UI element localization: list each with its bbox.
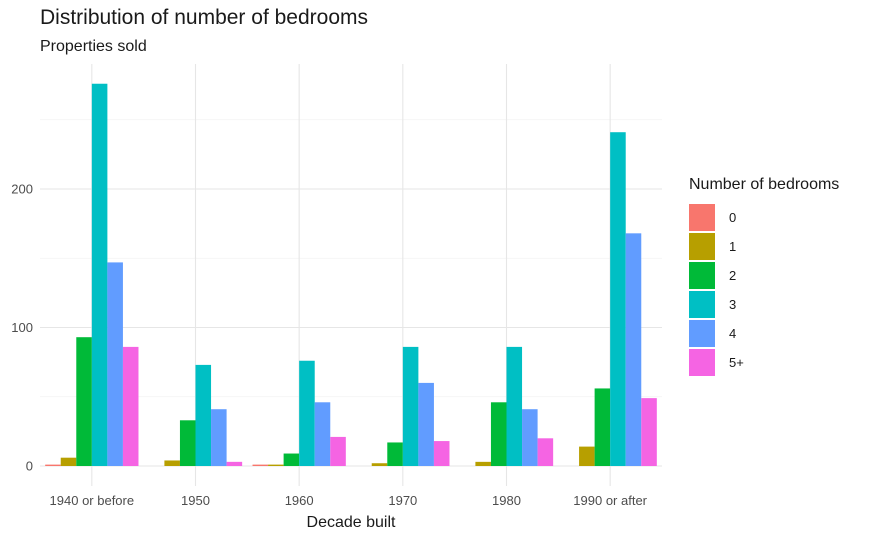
x-axis-title: Decade built bbox=[307, 514, 397, 531]
legend-key bbox=[689, 204, 715, 231]
y-tick-label: 0 bbox=[26, 459, 33, 474]
legend-item: 1 bbox=[689, 232, 839, 261]
chart-subtitle: Properties sold bbox=[40, 38, 147, 55]
bar bbox=[211, 409, 227, 466]
bar bbox=[76, 337, 92, 466]
bar bbox=[641, 398, 657, 466]
bar bbox=[107, 262, 123, 466]
legend-item: 0 bbox=[689, 203, 839, 232]
legend-item: 4 bbox=[689, 319, 839, 348]
legend-label: 4 bbox=[729, 326, 737, 341]
legend-title: Number of bedrooms bbox=[689, 176, 840, 193]
bar bbox=[268, 464, 284, 466]
legend-label: 3 bbox=[729, 297, 737, 312]
bar bbox=[371, 463, 388, 466]
bar bbox=[226, 461, 243, 466]
bar bbox=[330, 436, 346, 466]
legend-key bbox=[689, 233, 715, 260]
bar bbox=[418, 382, 434, 466]
bar bbox=[252, 464, 269, 466]
bar bbox=[179, 420, 196, 466]
bar bbox=[283, 453, 300, 466]
x-tick-label: 1950 bbox=[181, 493, 210, 508]
legend-key bbox=[689, 262, 715, 289]
bar bbox=[387, 442, 403, 466]
bar bbox=[537, 438, 554, 466]
legend-item: 5+ bbox=[689, 348, 839, 377]
bar bbox=[195, 364, 212, 466]
bar bbox=[164, 460, 180, 466]
bar bbox=[594, 388, 611, 466]
legend-label: 2 bbox=[729, 268, 737, 283]
bar bbox=[625, 233, 642, 466]
bar bbox=[299, 360, 315, 466]
legend: Number of bedrooms 0 1 2 3 4 5+ bbox=[689, 176, 839, 377]
bar bbox=[522, 409, 538, 466]
y-tick-label: 100 bbox=[11, 320, 33, 335]
legend-key bbox=[689, 320, 715, 347]
x-tick-label: 1940 or before bbox=[50, 493, 135, 508]
bar bbox=[579, 446, 595, 466]
legend-items: 0 1 2 3 4 5+ bbox=[689, 203, 839, 377]
bar bbox=[402, 346, 419, 466]
bar bbox=[122, 346, 139, 466]
y-tick-label: 200 bbox=[11, 182, 33, 197]
bar bbox=[610, 132, 626, 466]
legend-label: 5+ bbox=[729, 355, 744, 370]
bar bbox=[45, 464, 61, 466]
x-tick-label: 1980 bbox=[492, 493, 521, 508]
x-tick-label: 1960 bbox=[285, 493, 314, 508]
legend-key bbox=[689, 349, 715, 376]
bar bbox=[91, 83, 108, 467]
bar bbox=[60, 457, 77, 466]
chart-title: Distribution of number of bedrooms bbox=[40, 6, 368, 29]
legend-item: 3 bbox=[689, 290, 839, 319]
legend-label: 0 bbox=[729, 210, 737, 225]
legend-item: 2 bbox=[689, 261, 839, 290]
bar bbox=[490, 402, 507, 466]
bar bbox=[475, 461, 491, 466]
x-tick-label: 1970 bbox=[388, 493, 417, 508]
bar bbox=[433, 441, 450, 466]
x-tick-label: 1990 or after bbox=[573, 493, 647, 508]
bar bbox=[506, 346, 523, 466]
legend-key bbox=[689, 291, 715, 318]
legend-label: 1 bbox=[729, 239, 737, 254]
bar bbox=[314, 402, 331, 466]
